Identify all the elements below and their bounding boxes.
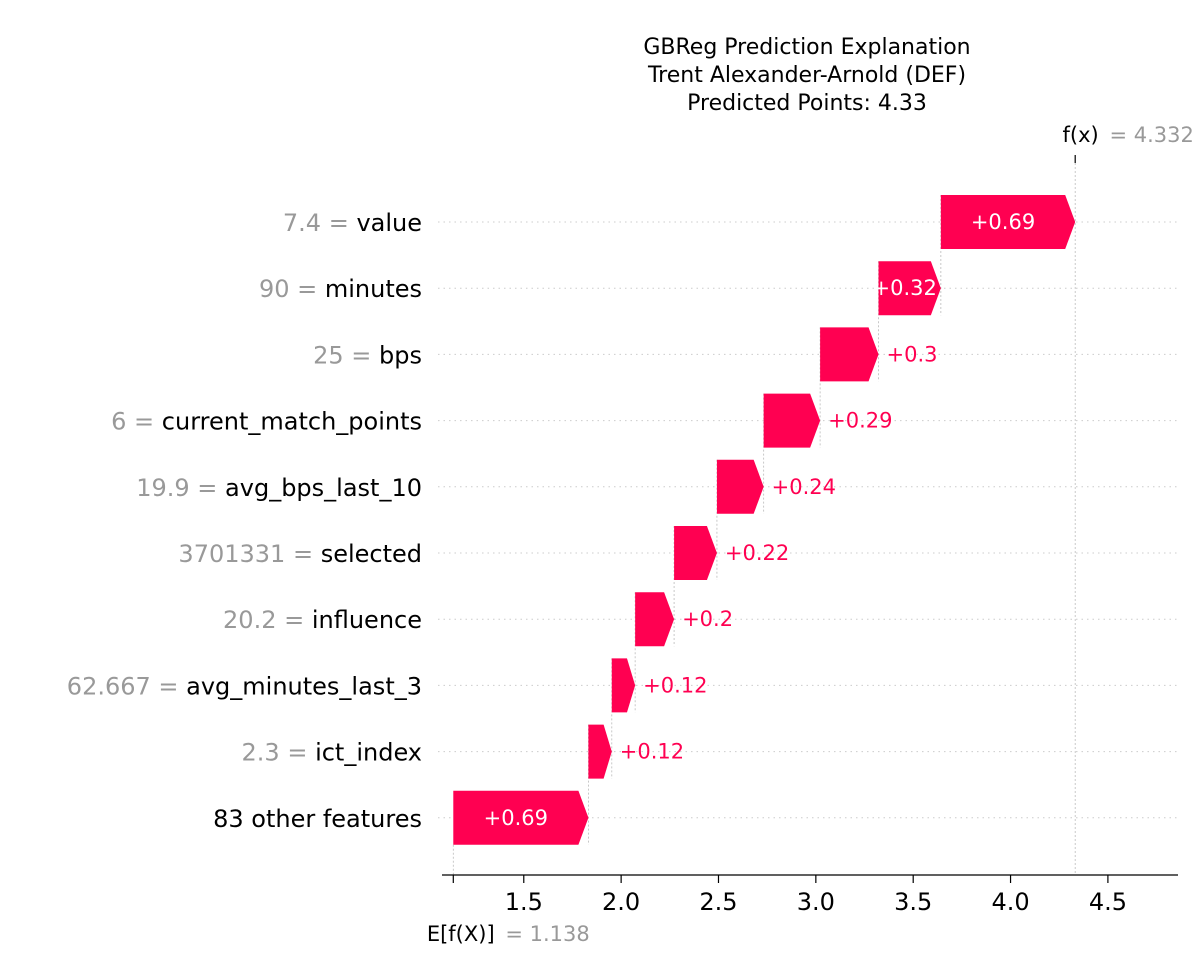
contribution-bar	[453, 790, 589, 845]
x-axis-ticks: 1.5 2.0 2.5 3.0 3.5 4.0 4.5	[452, 875, 1127, 916]
output-label-symbol: f(x)	[1063, 123, 1099, 147]
feature-name: avg_bps_last_10	[225, 474, 422, 502]
row-gridlines	[438, 221, 1178, 819]
contribution-bar	[611, 658, 636, 713]
feature-value: 20.2 =	[223, 606, 312, 634]
x-tick-label: 4.5	[1089, 888, 1127, 916]
chart-title-line-2: Trent Alexander-Arnold (DEF)	[647, 63, 966, 88]
x-tick-label: 4.0	[991, 888, 1029, 916]
x-tick-label: 2.5	[699, 888, 737, 916]
feature-name: 83 other features	[213, 805, 422, 833]
contribution-bar	[635, 592, 675, 647]
feature-value: 62.667 =	[67, 672, 186, 700]
contribution-bar	[674, 526, 717, 580]
feature-value: 90 =	[259, 275, 325, 303]
contribution-label: +0.22	[725, 541, 789, 565]
connector-lines	[452, 163, 1076, 875]
feature-name: value	[356, 209, 422, 237]
contribution-bars: +0.69 +0.32 +0.3 +0.29 +0.24 +0.22 +0.2 +0.12 +0…	[453, 195, 1076, 845]
contribution-label: +0.3	[887, 342, 938, 366]
feature-label: 25 = bps	[313, 341, 422, 369]
feature-label: 3701331 = selected	[178, 540, 422, 568]
feature-label: 83 other features	[213, 805, 422, 833]
feature-label: 6 = current_match_points	[111, 408, 422, 436]
contribution-bar	[716, 459, 764, 514]
base-label-symbol: E[f(X)]	[427, 922, 495, 946]
chart-title-line-3: Predicted Points: 4.33	[687, 91, 927, 116]
feature-label: 19.9 = avg_bps_last_10	[136, 474, 422, 502]
feature-value: 2.3 =	[242, 739, 316, 767]
feature-name: influence	[312, 606, 422, 634]
contribution-bar	[763, 393, 821, 448]
base-label-value: = 1.138	[505, 922, 589, 946]
contribution-label: +0.2	[682, 607, 733, 631]
feature-value: 19.9 =	[136, 474, 225, 502]
x-tick-label: 1.5	[505, 888, 543, 916]
contribution-bar	[940, 195, 1076, 249]
feature-name: bps	[379, 341, 422, 369]
output-value-number: 4.332	[1134, 123, 1194, 147]
base-value-number: 1.138	[530, 922, 590, 946]
feature-name: ict_index	[315, 739, 422, 767]
feature-label: 20.2 = influence	[223, 606, 422, 634]
contribution-label: +0.24	[772, 475, 836, 499]
contribution-label: +0.69	[484, 806, 548, 830]
chart-title-line-1: GBReg Prediction Explanation	[643, 35, 970, 60]
feature-name: selected	[321, 540, 422, 568]
contribution-bar	[820, 327, 879, 382]
feature-labels: 7.4 = value 90 = minutes 25 = bps 6 = curre…	[67, 209, 422, 833]
contribution-label: +0.32	[873, 276, 937, 300]
output-label-value: = 4.332	[1109, 123, 1193, 147]
x-tick-label: 3.5	[894, 888, 932, 916]
contribution-label: +0.12	[643, 673, 707, 697]
x-tick-label: 3.0	[797, 888, 835, 916]
feature-name: avg_minutes_last_3	[186, 672, 422, 700]
x-tick-label: 2.0	[602, 888, 640, 916]
base-value-label: E[f(X)] = 1.138	[427, 922, 590, 946]
contribution-label: +0.69	[971, 210, 1035, 234]
feature-name: minutes	[325, 275, 422, 303]
feature-label: 62.667 = avg_minutes_last_3	[67, 672, 422, 700]
contribution-bar	[588, 724, 612, 779]
contribution-label: +0.29	[828, 409, 892, 433]
feature-label: 7.4 = value	[283, 209, 422, 237]
feature-label: 2.3 = ict_index	[242, 739, 422, 767]
feature-value: 25 =	[313, 341, 379, 369]
contribution-label: +0.12	[620, 740, 684, 764]
output-value-label: f(x) = 4.332	[1063, 123, 1194, 147]
contribution-bar	[878, 261, 941, 316]
feature-value: 6 =	[111, 408, 162, 436]
feature-label: 90 = minutes	[259, 275, 422, 303]
feature-name: current_match_points	[162, 408, 422, 436]
feature-value: 3701331 =	[178, 540, 320, 568]
feature-value: 7.4 =	[283, 209, 357, 237]
